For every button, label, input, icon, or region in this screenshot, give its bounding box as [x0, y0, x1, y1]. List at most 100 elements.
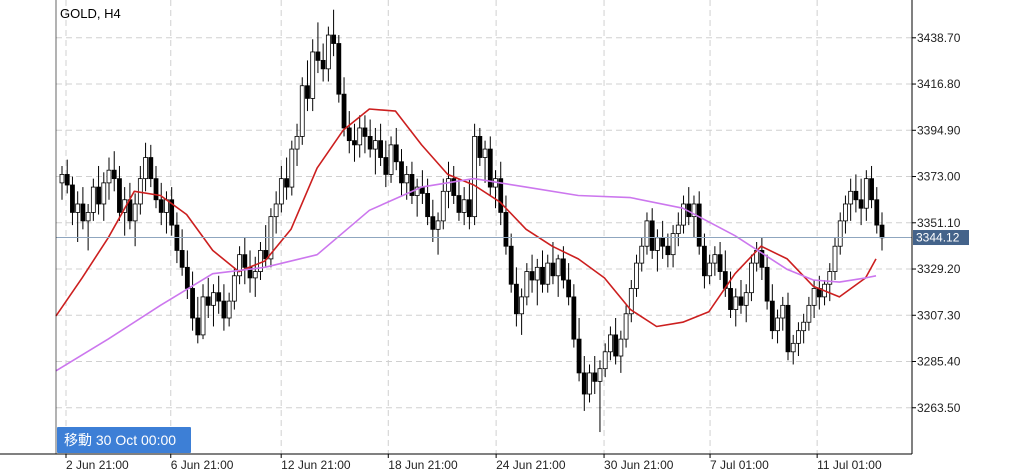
xtick-label: 18 Jun 21:00 — [388, 458, 458, 472]
candle-body — [70, 184, 75, 213]
candle-body — [503, 212, 509, 247]
candle-body — [435, 220, 441, 230]
candle-body — [769, 300, 775, 332]
candle-body — [346, 127, 352, 142]
current-price-badge: 3344.12 — [913, 230, 969, 246]
candle-body — [101, 182, 107, 205]
moving-averages — [55, 108, 877, 372]
candle-body — [665, 245, 671, 256]
candle-body — [749, 262, 754, 294]
candle-body — [738, 296, 744, 306]
candle-body — [759, 250, 765, 268]
candle-body — [487, 148, 493, 188]
candle-body — [628, 288, 634, 315]
candle-body — [231, 275, 237, 302]
candle-body — [858, 199, 864, 209]
grid — [56, 0, 912, 454]
candle-body — [221, 300, 227, 319]
candle-body — [879, 224, 885, 239]
xtick-label: 7 Jul 01:00 — [710, 458, 769, 472]
candle-body — [743, 292, 749, 306]
ytick-label: 3329.20 — [917, 262, 961, 276]
candle-body — [534, 266, 540, 281]
candle-body — [660, 237, 666, 247]
candle-body — [655, 237, 660, 251]
candle-body — [252, 271, 258, 279]
candle-body — [367, 136, 373, 150]
xtick-label: 24 Jun 21:00 — [496, 458, 566, 472]
candle-body — [190, 288, 195, 319]
candle-body — [393, 144, 399, 163]
candle-body — [352, 140, 357, 146]
candle-body — [597, 368, 603, 382]
candle-body — [827, 271, 833, 285]
candle-body — [482, 148, 488, 158]
candle-body — [644, 220, 650, 247]
candle-body — [477, 136, 483, 158]
candle-body — [853, 190, 859, 201]
candle-body — [75, 203, 81, 213]
xtick-label: 6 Jun 21:00 — [171, 458, 234, 472]
candle-body — [404, 174, 410, 184]
candle-body — [258, 250, 263, 272]
candle-body — [550, 262, 556, 277]
candle-body — [179, 250, 185, 268]
candle-body — [383, 157, 389, 175]
candle-body — [874, 199, 880, 226]
candle-body — [696, 203, 702, 247]
candle-body — [545, 262, 551, 285]
candle-body — [378, 140, 383, 158]
candle-body — [618, 338, 624, 357]
goto-date-button[interactable]: 移動 30 Oct 00:00 — [57, 427, 191, 453]
candle-body — [796, 330, 801, 344]
candle-body — [540, 266, 545, 285]
candle-body — [498, 178, 504, 213]
candle-body — [242, 254, 248, 268]
ytick-label: 3416.80 — [917, 77, 961, 91]
symbol-label: GOLD, H4 — [60, 6, 121, 21]
candle-body — [211, 292, 216, 306]
ytick-label: 3285.40 — [917, 355, 961, 369]
candle-body — [508, 245, 514, 285]
candle-body — [446, 178, 451, 192]
candle-body — [315, 51, 321, 61]
candle-body — [148, 157, 154, 180]
candle-body — [273, 203, 279, 218]
candle-body — [132, 203, 138, 222]
candle-body — [200, 296, 206, 336]
candle-body — [623, 313, 629, 340]
candle-body — [869, 178, 874, 201]
candle-body — [341, 93, 347, 129]
candle-body — [717, 254, 723, 272]
candle-body — [117, 178, 122, 213]
candle-body — [608, 334, 613, 353]
candle-body — [226, 300, 232, 319]
candle-body — [785, 304, 791, 353]
candle-body — [466, 199, 472, 218]
candle-body — [728, 288, 733, 310]
candle-body — [592, 372, 598, 382]
candle-body — [362, 127, 368, 137]
candles — [59, 9, 885, 433]
candle-body — [310, 51, 316, 99]
candle-body — [336, 43, 342, 95]
candle-body — [205, 296, 211, 306]
candle-body — [451, 178, 457, 196]
candle-body — [278, 178, 284, 205]
candle-body — [576, 338, 582, 374]
candle-body — [806, 304, 812, 323]
candle-body — [780, 304, 786, 319]
current-price-label: 3344.12 — [916, 231, 960, 245]
candle-body — [733, 296, 739, 310]
ytick-label: 3438.70 — [917, 31, 961, 45]
candle-body — [64, 174, 70, 186]
candle-body — [372, 140, 378, 150]
moving-average-fast — [55, 108, 877, 328]
candle-body — [399, 161, 404, 184]
ytick-label: 3373.00 — [917, 170, 961, 184]
candle-body — [195, 317, 201, 336]
candle-body — [461, 199, 467, 213]
candle-body — [216, 292, 222, 302]
